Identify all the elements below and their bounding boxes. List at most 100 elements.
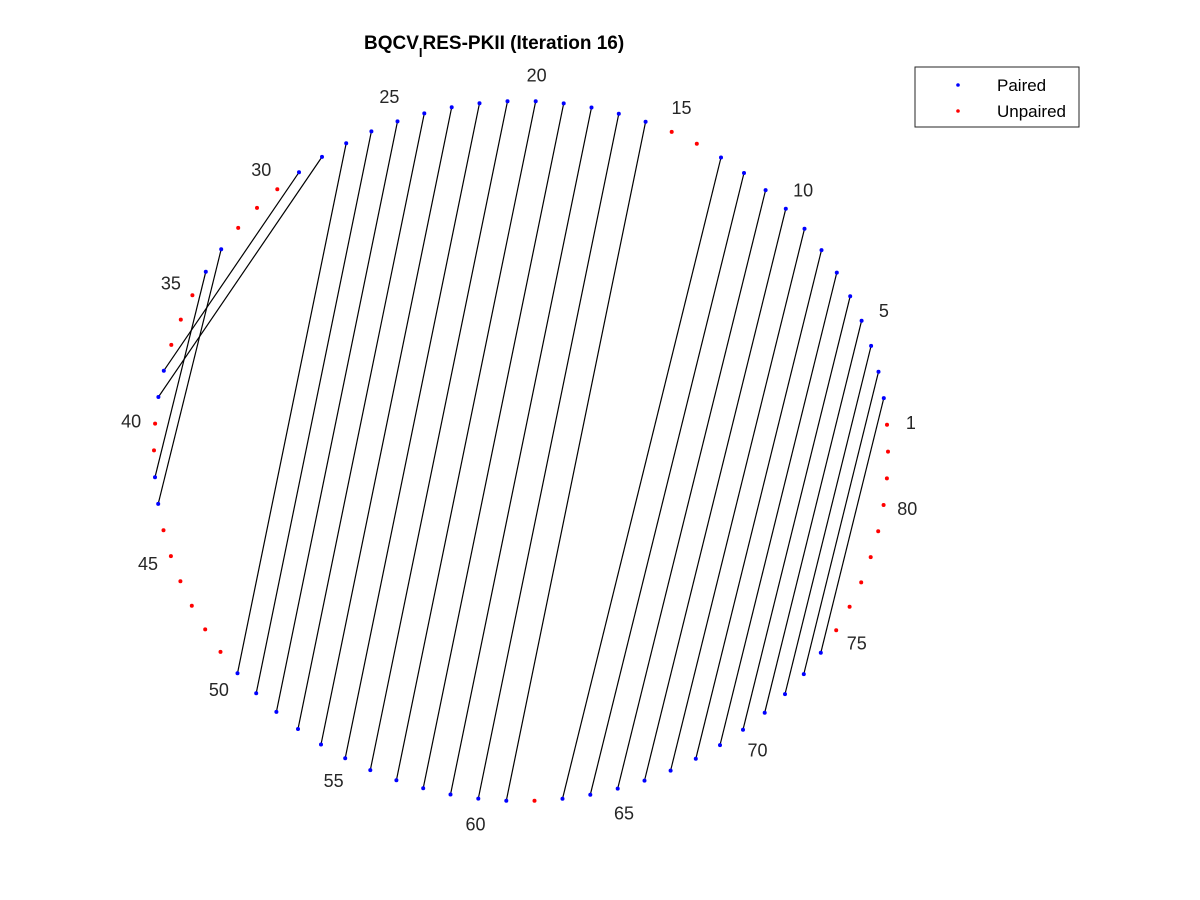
paired-node-19 [561, 101, 566, 106]
unpaired-node-48 [203, 627, 208, 632]
paired-node-63 [560, 796, 565, 801]
position-label-1: 1 [906, 413, 916, 433]
paired-node-71 [762, 710, 767, 715]
paired-node-55 [343, 756, 348, 761]
paired-node-29 [297, 170, 301, 175]
legend-marker-paired [956, 83, 960, 87]
title-prefix: BQCV [364, 33, 419, 54]
paired-node-42 [153, 475, 157, 480]
unpaired-node-15 [669, 129, 674, 134]
position-label-70: 70 [747, 740, 767, 760]
position-label-5: 5 [879, 301, 889, 321]
unpaired-node-45 [168, 554, 173, 559]
title-subscript: I [419, 45, 423, 60]
paired-node-68 [693, 756, 698, 761]
pair-chord-4-72 [784, 345, 872, 695]
unpaired-node-40 [153, 421, 158, 426]
unpaired-node-80 [881, 503, 886, 507]
unpaired-node-77 [859, 580, 864, 585]
unpaired-node-78 [868, 555, 873, 560]
position-label-60: 60 [465, 814, 485, 834]
title-suffix: RES-PKII (Iteration 16) [423, 33, 625, 54]
paired-node-69 [718, 743, 722, 748]
pair-chord-12-64 [589, 172, 745, 795]
paired-node-27 [344, 141, 349, 146]
paired-node-65 [615, 786, 620, 791]
pair-chord-27-50 [236, 143, 347, 674]
sequence-nodes [152, 99, 890, 803]
paired-node-13 [719, 155, 723, 160]
position-label-25: 25 [379, 87, 399, 107]
unpaired-node-75 [834, 628, 839, 633]
paired-node-6 [848, 294, 853, 299]
position-label-65: 65 [614, 804, 634, 824]
pair-chord-28-39 [157, 156, 323, 398]
paired-node-10 [783, 206, 788, 211]
pair-chord-3-73 [803, 371, 880, 675]
paired-node-5 [859, 318, 864, 323]
paired-node-38 [161, 368, 166, 373]
paired-node-9 [802, 226, 807, 231]
pair-chord-16-61 [505, 121, 647, 801]
unpaired-node-47 [189, 603, 194, 608]
unpaired-node-31 [255, 205, 259, 210]
position-label-10: 10 [793, 181, 813, 201]
chart-title: BQCVIRES-PKII (Iteration 16) [364, 33, 624, 60]
paired-node-18 [589, 105, 594, 110]
paired-node-70 [741, 727, 745, 732]
paired-node-39 [156, 395, 161, 399]
pair-chord-24-53 [297, 113, 425, 730]
pair-chord-2-74 [820, 397, 885, 653]
paired-node-66 [642, 778, 647, 783]
paired-node-12 [742, 171, 746, 175]
paired-node-50 [235, 671, 240, 676]
pair-chord-33-43 [157, 249, 222, 505]
paired-node-16 [643, 119, 648, 124]
paired-node-20 [533, 99, 538, 104]
legend-label-paired: Paired [997, 76, 1046, 95]
unpaired-node-14 [694, 141, 699, 146]
position-label-45: 45 [138, 554, 158, 574]
legend-label-unpaired: Unpaired [997, 102, 1066, 121]
paired-node-72 [783, 692, 787, 697]
paired-node-54 [319, 742, 323, 747]
legend-box [914, 66, 1080, 128]
paired-node-33 [219, 247, 224, 252]
paired-node-57 [394, 778, 399, 783]
unpaired-node-1 [885, 422, 889, 427]
unpaired-node-30 [275, 187, 280, 192]
pair-chord-20-57 [395, 101, 537, 781]
unpaired-node-44 [161, 528, 166, 533]
position-label-50: 50 [209, 680, 229, 700]
pair-chord-7-69 [719, 272, 838, 746]
paired-node-23 [449, 105, 454, 110]
unpaired-node-36 [178, 317, 183, 322]
pair-chord-10-66 [643, 208, 787, 781]
paired-node-2 [881, 396, 886, 401]
pair-chord-29-38 [163, 171, 300, 372]
pair-chord-19-58 [422, 103, 565, 789]
unpaired-node-35 [190, 293, 195, 298]
pair-chord-13-63 [561, 157, 722, 799]
unpaired-node-46 [178, 579, 183, 584]
unpaired-node-49 [218, 649, 223, 654]
paired-node-17 [616, 111, 621, 116]
paired-node-8 [819, 248, 824, 253]
pair-chord-23-54 [320, 107, 453, 745]
paired-node-28 [320, 154, 324, 159]
pair-chord-34-42 [154, 271, 207, 478]
position-label-40: 40 [121, 412, 141, 432]
pair-chord-25-52 [275, 121, 399, 713]
unpaired-node-79 [876, 529, 881, 534]
paired-node-64 [588, 792, 593, 797]
position-label-30: 30 [251, 160, 271, 180]
position-label-15: 15 [671, 98, 691, 118]
unpaired-node-62 [532, 798, 537, 803]
paired-node-4 [869, 343, 874, 348]
position-label-35: 35 [161, 274, 181, 294]
position-label-55: 55 [324, 771, 344, 791]
pair-chord-26-51 [255, 131, 372, 694]
position-label-75: 75 [847, 634, 867, 654]
